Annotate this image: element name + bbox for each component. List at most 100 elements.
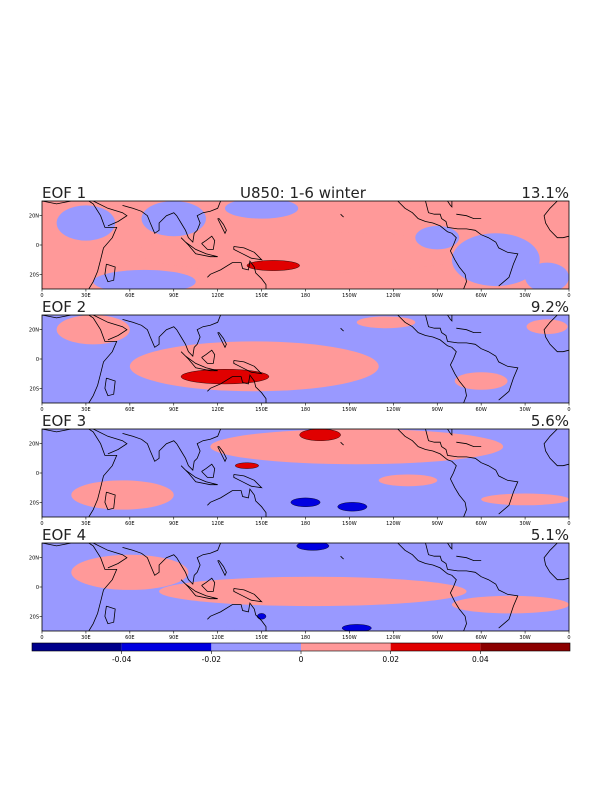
- x-tick-label: 0: [567, 635, 570, 641]
- x-tick-label: 60W: [476, 521, 487, 527]
- y-tick-label: 20N: [29, 556, 39, 562]
- coastline: [201, 463, 216, 478]
- x-tick-label: 150E: [255, 293, 268, 299]
- anomaly-region: [454, 372, 508, 390]
- anomaly-region: [356, 316, 416, 329]
- y-tick-label: 0: [36, 585, 39, 591]
- x-tick-label: 180: [301, 293, 311, 299]
- eof-panel-2: EOF 2 9.2% 0 30E 60E 90E 120E 150E 180 150W 120W 90…: [29, 298, 571, 413]
- anomaly-region: [224, 619, 269, 631]
- x-tick-label: 0: [40, 293, 43, 299]
- x-tick-label: 90W: [432, 521, 443, 527]
- x-tick-label: 150W: [342, 635, 357, 641]
- coastline: [217, 218, 227, 235]
- coastline: [93, 543, 128, 569]
- anomaly-region: [299, 429, 341, 441]
- anomaly-region: [337, 502, 368, 512]
- coastline: [340, 441, 344, 446]
- coastline: [397, 429, 467, 517]
- coastline: [233, 360, 263, 375]
- x-tick-label: 60W: [476, 407, 487, 413]
- coastline: [340, 213, 344, 218]
- x-tick-label: 30E: [81, 407, 91, 413]
- panel-variance: 5.1%: [531, 526, 569, 544]
- y-tick-label: 20S: [29, 614, 39, 620]
- coastline: [42, 201, 118, 289]
- x-tick-label: 0: [40, 635, 43, 641]
- x-tick-label: 120E: [211, 407, 224, 413]
- x-tick-label: 30E: [81, 293, 91, 299]
- panel-variance: 13.1%: [521, 184, 569, 202]
- x-tick-label: 60E: [125, 521, 135, 527]
- eof-panel-3: EOF 3 5.6% 0 30E 60E 90E 120E 150E 180 150W 120W 90…: [29, 412, 571, 527]
- y-tick-label: 0: [36, 471, 39, 477]
- anomaly-region: [71, 480, 174, 510]
- colorbar-tick-label: 0.04: [472, 655, 489, 664]
- x-tick-label: 90E: [169, 521, 179, 527]
- x-tick-label: 150W: [342, 293, 357, 299]
- coastline: [180, 351, 218, 372]
- x-tick-label: 180: [301, 521, 311, 527]
- x-tick-label: 150W: [342, 407, 357, 413]
- chart-title: U850: 1-6 winter: [240, 184, 367, 202]
- coastline: [425, 429, 519, 515]
- anomaly-region: [525, 262, 569, 289]
- panel-variance: 5.6%: [531, 412, 569, 430]
- coastline: [104, 377, 116, 397]
- coastline: [340, 555, 344, 560]
- x-tick-label: 30E: [81, 521, 91, 527]
- map-area: [42, 543, 569, 631]
- coastline: [217, 446, 227, 463]
- colorbar-swatch: [390, 643, 481, 651]
- coastline: [543, 543, 569, 581]
- eof-panels: EOF 1 13.1% U850: 1-6 winter 0 30E 60E 90E 120E…: [29, 184, 571, 641]
- x-tick-label: 120E: [211, 635, 224, 641]
- x-tick-label: 120W: [386, 293, 401, 299]
- coastline: [207, 488, 267, 517]
- coastline: [340, 327, 344, 332]
- x-tick-label: 120W: [386, 635, 401, 641]
- map-area: [42, 315, 569, 403]
- coastline: [447, 201, 453, 208]
- x-tick-label: 0: [40, 407, 43, 413]
- coastline: [180, 237, 218, 258]
- y-tick-label: 20S: [29, 500, 39, 506]
- colorbar: -0.04 -0.02 0 0.02 0.04: [31, 642, 571, 664]
- x-tick-label: 90E: [169, 293, 179, 299]
- eof-panel-1: EOF 1 13.1% U850: 1-6 winter 0 30E 60E 90E 120E…: [29, 184, 571, 299]
- anomaly-region: [210, 429, 504, 465]
- colorbar-tick-label: -0.04: [112, 655, 132, 664]
- x-tick-label: 0: [567, 407, 570, 413]
- anomaly-region: [481, 493, 569, 506]
- anomaly-region: [180, 369, 270, 385]
- coastline: [201, 349, 216, 364]
- coastline: [232, 414, 248, 427]
- coastline: [104, 491, 116, 511]
- x-tick-label: 0: [567, 293, 570, 299]
- panel-label: EOF 2: [42, 298, 86, 316]
- coastline: [122, 201, 221, 243]
- x-tick-label: 180: [301, 407, 311, 413]
- x-tick-label: 60E: [125, 635, 135, 641]
- coastline: [543, 429, 569, 467]
- coastline: [42, 543, 118, 631]
- x-tick-label: 30W: [519, 293, 530, 299]
- anomaly-region: [93, 269, 196, 289]
- coastline: [207, 602, 267, 631]
- coastline: [397, 201, 467, 289]
- coastline: [122, 429, 221, 471]
- coastline: [425, 201, 519, 287]
- coastline: [397, 315, 467, 403]
- coastline: [93, 429, 128, 455]
- anomaly-region: [256, 613, 267, 620]
- panel-label: EOF 3: [42, 412, 86, 430]
- eof-panel-4: EOF 4 5.1% 0 30E 60E 90E 120E 150E 180 150W 120W 90…: [29, 526, 571, 641]
- panel-label: EOF 4: [42, 526, 86, 544]
- anomaly-region: [224, 201, 299, 219]
- x-tick-label: 90W: [432, 635, 443, 641]
- y-tick-label: 0: [36, 243, 39, 249]
- anomaly-region: [451, 595, 569, 614]
- anomaly-region: [451, 233, 540, 287]
- x-tick-label: 60W: [476, 293, 487, 299]
- y-tick-label: 20S: [29, 272, 39, 278]
